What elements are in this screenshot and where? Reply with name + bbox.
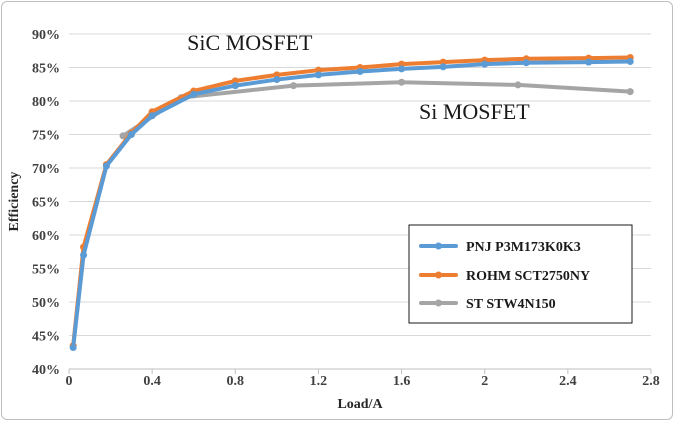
data-point-st — [626, 88, 634, 96]
y-tick-label: 70% — [32, 162, 60, 177]
annotation-sic-mosfet: SiC MOSFET — [187, 30, 313, 55]
data-point-st — [289, 82, 297, 90]
y-tick-label: 80% — [32, 95, 60, 110]
data-point-pnj — [148, 112, 156, 120]
data-point-pnj — [80, 251, 88, 259]
data-point-pnj — [626, 57, 634, 65]
y-tick-labels: 40% 45% 50% 55% 60% 65% 70% 75% 80% 85% 90% — [32, 28, 60, 378]
legend-label-rohm: ROHM SCT2750NY — [466, 269, 590, 284]
y-axis-title: Efficiency — [7, 172, 22, 232]
legend-marker-rohm — [435, 271, 442, 279]
series-layer — [69, 53, 634, 352]
annotation-si-mosfet: Si MOSFET — [419, 99, 530, 124]
data-point-pnj — [481, 60, 489, 68]
y-tick-label: 90% — [32, 28, 60, 43]
legend-marker-st — [435, 299, 442, 307]
data-point-pnj — [356, 68, 364, 76]
y-tick-label: 85% — [32, 62, 60, 77]
data-point-pnj — [439, 63, 447, 71]
data-point-pnj — [273, 76, 281, 84]
legend: PNJ P3M173K0K3 ROHM SCT2750NY ST STW4N15… — [408, 224, 633, 324]
data-point-pnj — [102, 162, 110, 170]
legend-item-rohm: ROHM SCT2750NY — [419, 269, 590, 284]
data-point-pnj — [522, 59, 530, 67]
x-tick-label: 1.2 — [310, 374, 328, 389]
data-point-pnj — [231, 82, 239, 90]
series-line-pnj — [71, 59, 633, 350]
data-point-pnj — [69, 344, 77, 352]
y-tick-label: 45% — [32, 330, 60, 345]
x-tick-label: 2 — [481, 374, 488, 389]
x-tick-label: 0.4 — [143, 374, 161, 389]
legend-item-pnj: PNJ P3M173K0K3 — [419, 240, 581, 255]
x-tick-label: 1.6 — [393, 374, 411, 389]
data-point-pnj — [398, 65, 406, 73]
x-tick-label: 2.4 — [559, 374, 577, 389]
legend-marker-pnj — [435, 242, 442, 250]
y-tick-label: 50% — [32, 296, 60, 311]
x-tick-label: 2.8 — [642, 374, 660, 389]
data-point-pnj — [127, 131, 135, 138]
x-tick-label: 0.8 — [227, 374, 245, 389]
data-point-st — [514, 81, 522, 89]
legend-label-pnj: PNJ P3M173K0K3 — [466, 240, 581, 255]
series-st — [119, 78, 634, 140]
x-tick-label: 0 — [66, 374, 73, 389]
y-tick-label: 75% — [32, 129, 60, 144]
data-point-st — [119, 132, 127, 140]
legend-item-st: ST STW4N150 — [419, 297, 556, 312]
y-tick-label: 40% — [32, 363, 60, 378]
legend-label-st: ST STW4N150 — [466, 297, 556, 312]
y-tick-label: 65% — [32, 196, 60, 211]
series-pnj — [69, 57, 634, 352]
data-point-pnj — [585, 58, 593, 66]
x-axis-title: Load/A — [337, 397, 383, 412]
data-point-pnj — [190, 90, 198, 98]
y-tick-label: 60% — [32, 229, 60, 244]
data-point-pnj — [314, 71, 322, 79]
data-point-st — [398, 78, 406, 86]
y-tick-label: 55% — [32, 263, 60, 278]
x-tick-labels: 0 0.4 0.8 1.2 1.6 2 2.4 2.8 — [66, 369, 660, 389]
